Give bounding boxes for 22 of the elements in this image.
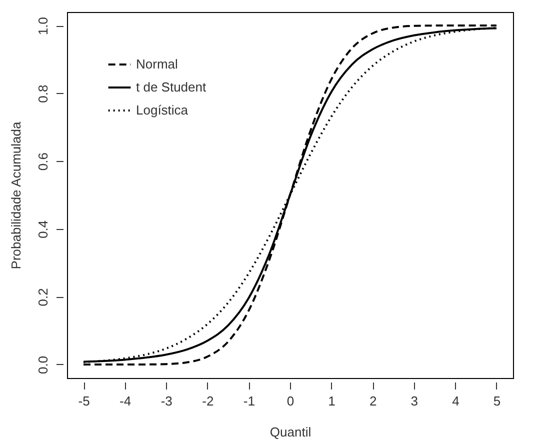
x-axis-title: Quantil (270, 424, 312, 440)
y-axis-title: Probabilidade Acumulada (8, 121, 24, 270)
legend-label: Normal (136, 56, 178, 72)
y-tick-label: 0.8 (36, 84, 50, 103)
x-tick-label: 0 (286, 394, 294, 408)
x-tick-label: 1 (328, 394, 336, 408)
y-tick-label: 0.4 (36, 220, 50, 238)
legend-label: t de Student (136, 80, 206, 94)
x-tick-label: 2 (369, 394, 377, 408)
y-tick-label: 0.0 (36, 356, 50, 374)
y-tick-label: 0.6 (36, 152, 50, 171)
x-tick-label: -5 (78, 394, 90, 408)
x-tick-label: -3 (160, 394, 172, 408)
x-tick-label: 5 (493, 394, 501, 408)
y-tick-label: 1.0 (36, 17, 50, 36)
x-tick-label: -1 (243, 394, 255, 408)
legend-label: Logística (136, 102, 189, 118)
x-tick-label: -4 (120, 394, 132, 408)
x-tick-label: 3 (410, 394, 418, 408)
x-tick-label: 4 (452, 394, 460, 408)
y-tick-label: 0.2 (36, 288, 50, 306)
x-tick-label: -2 (202, 394, 214, 408)
